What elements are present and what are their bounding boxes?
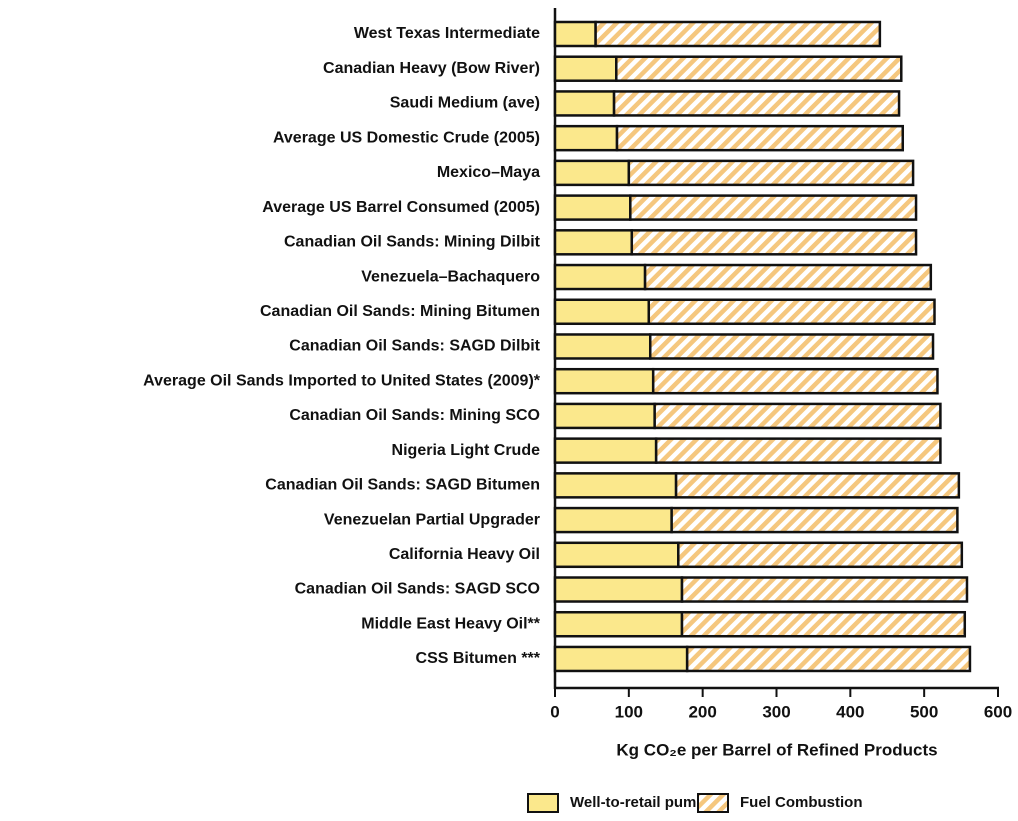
y-tick-label: Venezuela–Bachaquero xyxy=(361,268,540,285)
y-tick-label: Canadian Heavy (Bow River) xyxy=(323,60,540,77)
bar-segment xyxy=(553,298,651,326)
legend-swatch xyxy=(697,793,729,813)
y-tick-label: Nigeria Light Crude xyxy=(392,442,541,459)
y-tick-label: West Texas Intermediate xyxy=(354,25,540,42)
bar-segment xyxy=(553,506,673,534)
bar-segment xyxy=(627,159,915,187)
bar-segment xyxy=(553,263,647,291)
x-tick-label: 200 xyxy=(688,702,716,721)
x-tick-label: 0 xyxy=(550,702,559,721)
y-tick-label: Canadian Oil Sands: SAGD SCO xyxy=(295,581,540,598)
bar-segment xyxy=(553,367,655,395)
bar-segment xyxy=(643,263,933,291)
bar-segment xyxy=(553,576,684,603)
bar-segment xyxy=(680,610,967,638)
y-tick-label: Canadian Oil Sands: Mining Dilbit xyxy=(284,234,541,251)
bar-segment xyxy=(615,124,905,152)
bar-segment xyxy=(674,472,961,499)
y-tick-label: Average US Barrel Consumed (2005) xyxy=(262,199,540,216)
y-tick-label: California Heavy Oil xyxy=(389,546,540,563)
bar-segment xyxy=(648,333,935,360)
bar-segment xyxy=(553,645,689,673)
x-tick-label: 600 xyxy=(984,702,1012,721)
bar-segment xyxy=(629,194,918,221)
bar-segment xyxy=(553,437,658,464)
bar-segment xyxy=(553,541,680,569)
bar-segment xyxy=(612,90,901,117)
y-tick-label: Canadian Oil Sands: Mining SCO xyxy=(289,407,540,424)
bar-segment xyxy=(553,402,656,430)
bar-segment xyxy=(553,90,616,117)
bar-segment xyxy=(654,437,942,464)
y-tick-label: Mexico–Maya xyxy=(437,164,540,181)
bar-segment xyxy=(553,55,618,82)
y-tick-label: Average Oil Sands Imported to United Sta… xyxy=(143,372,541,389)
y-tick-label: Canadian Oil Sands: Mining Bitumen xyxy=(260,303,540,320)
x-tick-label: 100 xyxy=(615,702,643,721)
legend-label: Well-to-retail pump xyxy=(570,794,706,811)
y-tick-label: Canadian Oil Sands: SAGD Dilbit xyxy=(289,338,540,355)
bar-segment xyxy=(553,610,684,638)
x-tick-label: 400 xyxy=(836,702,864,721)
bar-segment xyxy=(553,194,632,221)
bar-segment xyxy=(553,159,631,187)
bar-segment xyxy=(653,402,942,430)
bar-segment xyxy=(630,229,918,256)
bar-segment xyxy=(685,645,972,673)
legend-swatch xyxy=(527,793,559,813)
y-tick-label: Venezuelan Partial Upgrader xyxy=(324,511,540,528)
bar-segment xyxy=(553,20,597,48)
bar-segment xyxy=(677,541,964,569)
y-tick-label: Canadian Oil Sands: SAGD Bitumen xyxy=(265,477,540,494)
bar-segment xyxy=(553,229,634,256)
legend-label: Fuel Combustion xyxy=(740,794,863,811)
bar-segment xyxy=(647,298,936,326)
y-tick-label: Saudi Medium (ave) xyxy=(390,95,540,112)
bar-segment xyxy=(553,472,678,499)
y-tick-label: CSS Bitumen *** xyxy=(416,650,541,667)
x-axis-title: Kg CO₂e per Barrel of Refined Products xyxy=(616,740,937,759)
bar-segment xyxy=(615,55,903,82)
x-tick-label: 500 xyxy=(910,702,938,721)
bar-segment xyxy=(553,124,619,152)
bar-segment xyxy=(651,367,939,395)
bar-segment xyxy=(553,333,652,360)
y-tick-label: Middle East Heavy Oil** xyxy=(361,615,541,632)
y-tick-label: Average US Domestic Crude (2005) xyxy=(273,129,540,146)
bar-segment xyxy=(670,506,959,534)
x-tick-label: 300 xyxy=(762,702,790,721)
bar-segment xyxy=(680,576,969,603)
bar-segment xyxy=(594,20,882,48)
